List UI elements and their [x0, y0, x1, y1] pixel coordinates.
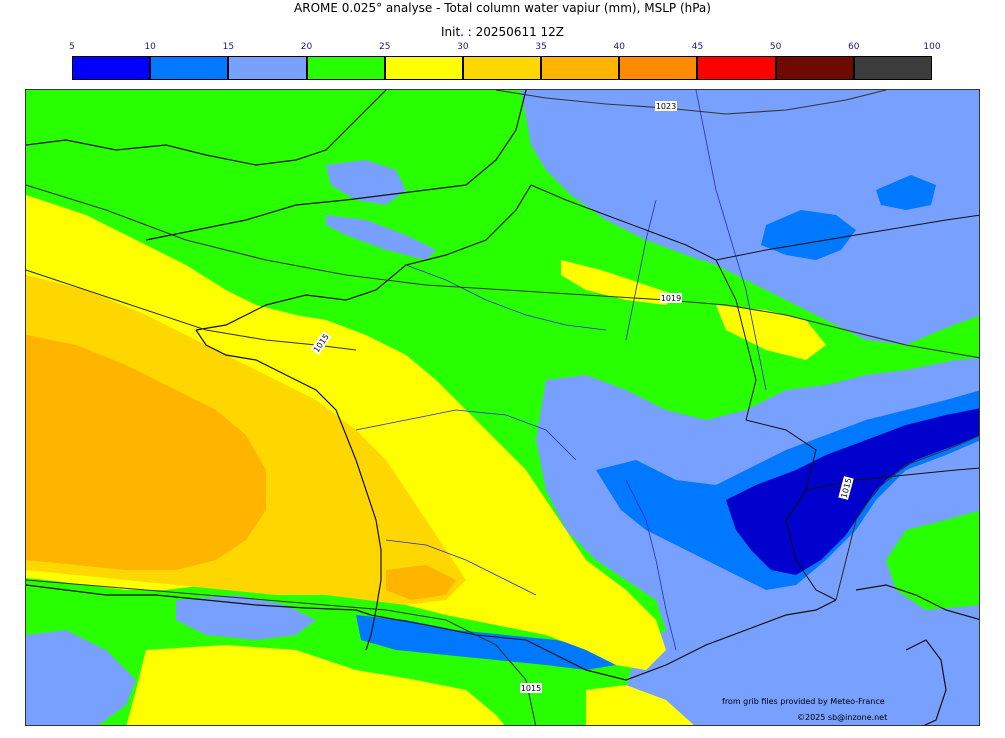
field-yellow-northeast [561, 260, 676, 305]
init-time: Init. : 20250611 12Z [440, 25, 565, 39]
isobar-label-1023: 1023 [655, 101, 677, 111]
field-yellow-iberia-south [586, 685, 694, 725]
river-seine [405, 264, 607, 331]
colorbar-swatch [384, 56, 463, 80]
source-credit: from grib files provided by Meteo-France [722, 697, 885, 706]
colorbar-tick-label: 35 [535, 42, 547, 52]
coast-corsica [905, 639, 947, 725]
coast-france-north [195, 184, 532, 331]
colorbar-swatch [150, 56, 229, 80]
coast-aquitaine [365, 579, 382, 651]
coast-channel-south-england [145, 90, 527, 241]
border-france-belgium [530, 184, 717, 261]
isobar-1015-south [26, 579, 537, 725]
river-rhone [625, 479, 677, 651]
coast-brittany [195, 329, 382, 580]
colorbar-tick-label: 30 [457, 42, 469, 52]
colorbar-swatch [775, 56, 854, 80]
colorbar-tick-label: 45 [691, 42, 704, 52]
colorbar-tick-label: 25 [378, 42, 391, 52]
colorbar-tick-label: 15 [222, 42, 235, 52]
copyright-credit: ©2025 sb@inzone.net [797, 713, 888, 722]
field-yellow-iberia [126, 645, 505, 725]
border-germany-east [715, 214, 979, 261]
colorbar-swatch [619, 56, 698, 80]
border-france-italy [785, 519, 837, 601]
colorbar-tick-label: 40 [613, 42, 625, 52]
field-orange-biscay [26, 335, 266, 570]
border-france-switzerland [745, 419, 817, 521]
rivers [355, 90, 767, 651]
isobar-label-1015-south-text: 1015 [521, 684, 541, 693]
colorbar-swatch [306, 56, 385, 80]
river-meuse [625, 199, 657, 341]
map-title: AROME 0.025° analyse - Total column wate… [294, 1, 711, 15]
colorbar-tick-label: 100 [923, 42, 941, 52]
border-france-germany [715, 259, 757, 421]
coast-mediterranean [545, 599, 837, 681]
isobar-label-1023-text: 1023 [656, 102, 676, 111]
colorbar-tick-label: 50 [769, 42, 782, 52]
field-light-blue-northeast [521, 90, 979, 345]
coastlines [26, 90, 979, 725]
colorbar-tick-label: 5 [69, 42, 75, 52]
colorbar-swatch [697, 56, 776, 80]
isobar-1023 [495, 90, 887, 115]
coast-iberia-north [26, 584, 372, 616]
isobar-1015-alps [835, 435, 979, 601]
field-orange-gascony [386, 565, 456, 600]
colorbar-tick-label: 10 [144, 42, 156, 52]
river-rhine [695, 90, 767, 391]
coast-england [26, 90, 387, 166]
colorbar-swatch [541, 56, 620, 80]
isobar-1019 [26, 184, 979, 359]
isobar-label-1019: 1019 [660, 293, 682, 303]
isobar-label-1015-south: 1015 [520, 683, 542, 693]
colorbar-swatch [853, 56, 932, 80]
colorbar [72, 56, 932, 80]
field-mid-blue-germany [876, 175, 936, 210]
colorbar-swatch [462, 56, 542, 80]
colorbar-swatch [72, 56, 151, 80]
river-garonne [385, 539, 537, 596]
colorbar-swatch [228, 56, 307, 80]
water-vapour-map: 1023 1019 1015 1015 1015 [26, 90, 979, 725]
isobar-labels: 1023 1019 1015 1015 1015 [310, 101, 854, 693]
field-yellow-east [716, 305, 826, 360]
river-loire [355, 409, 577, 461]
isobar-label-1019-text: 1019 [661, 294, 681, 303]
colorbar-tick-label: 20 [300, 42, 313, 52]
field-mid-blue-pyrenees [356, 615, 616, 670]
border-alps [805, 467, 979, 491]
map-panel: 1023 1019 1015 1015 1015 [25, 89, 980, 726]
field-light-blue-iberia-west [26, 630, 136, 725]
colorbar-tick-label: 60 [848, 42, 860, 52]
field-mid-blue-northeast [761, 210, 856, 260]
field-light-blue-channel [326, 215, 436, 260]
coast-italy [855, 584, 979, 621]
field-light-blue-england [326, 160, 406, 205]
